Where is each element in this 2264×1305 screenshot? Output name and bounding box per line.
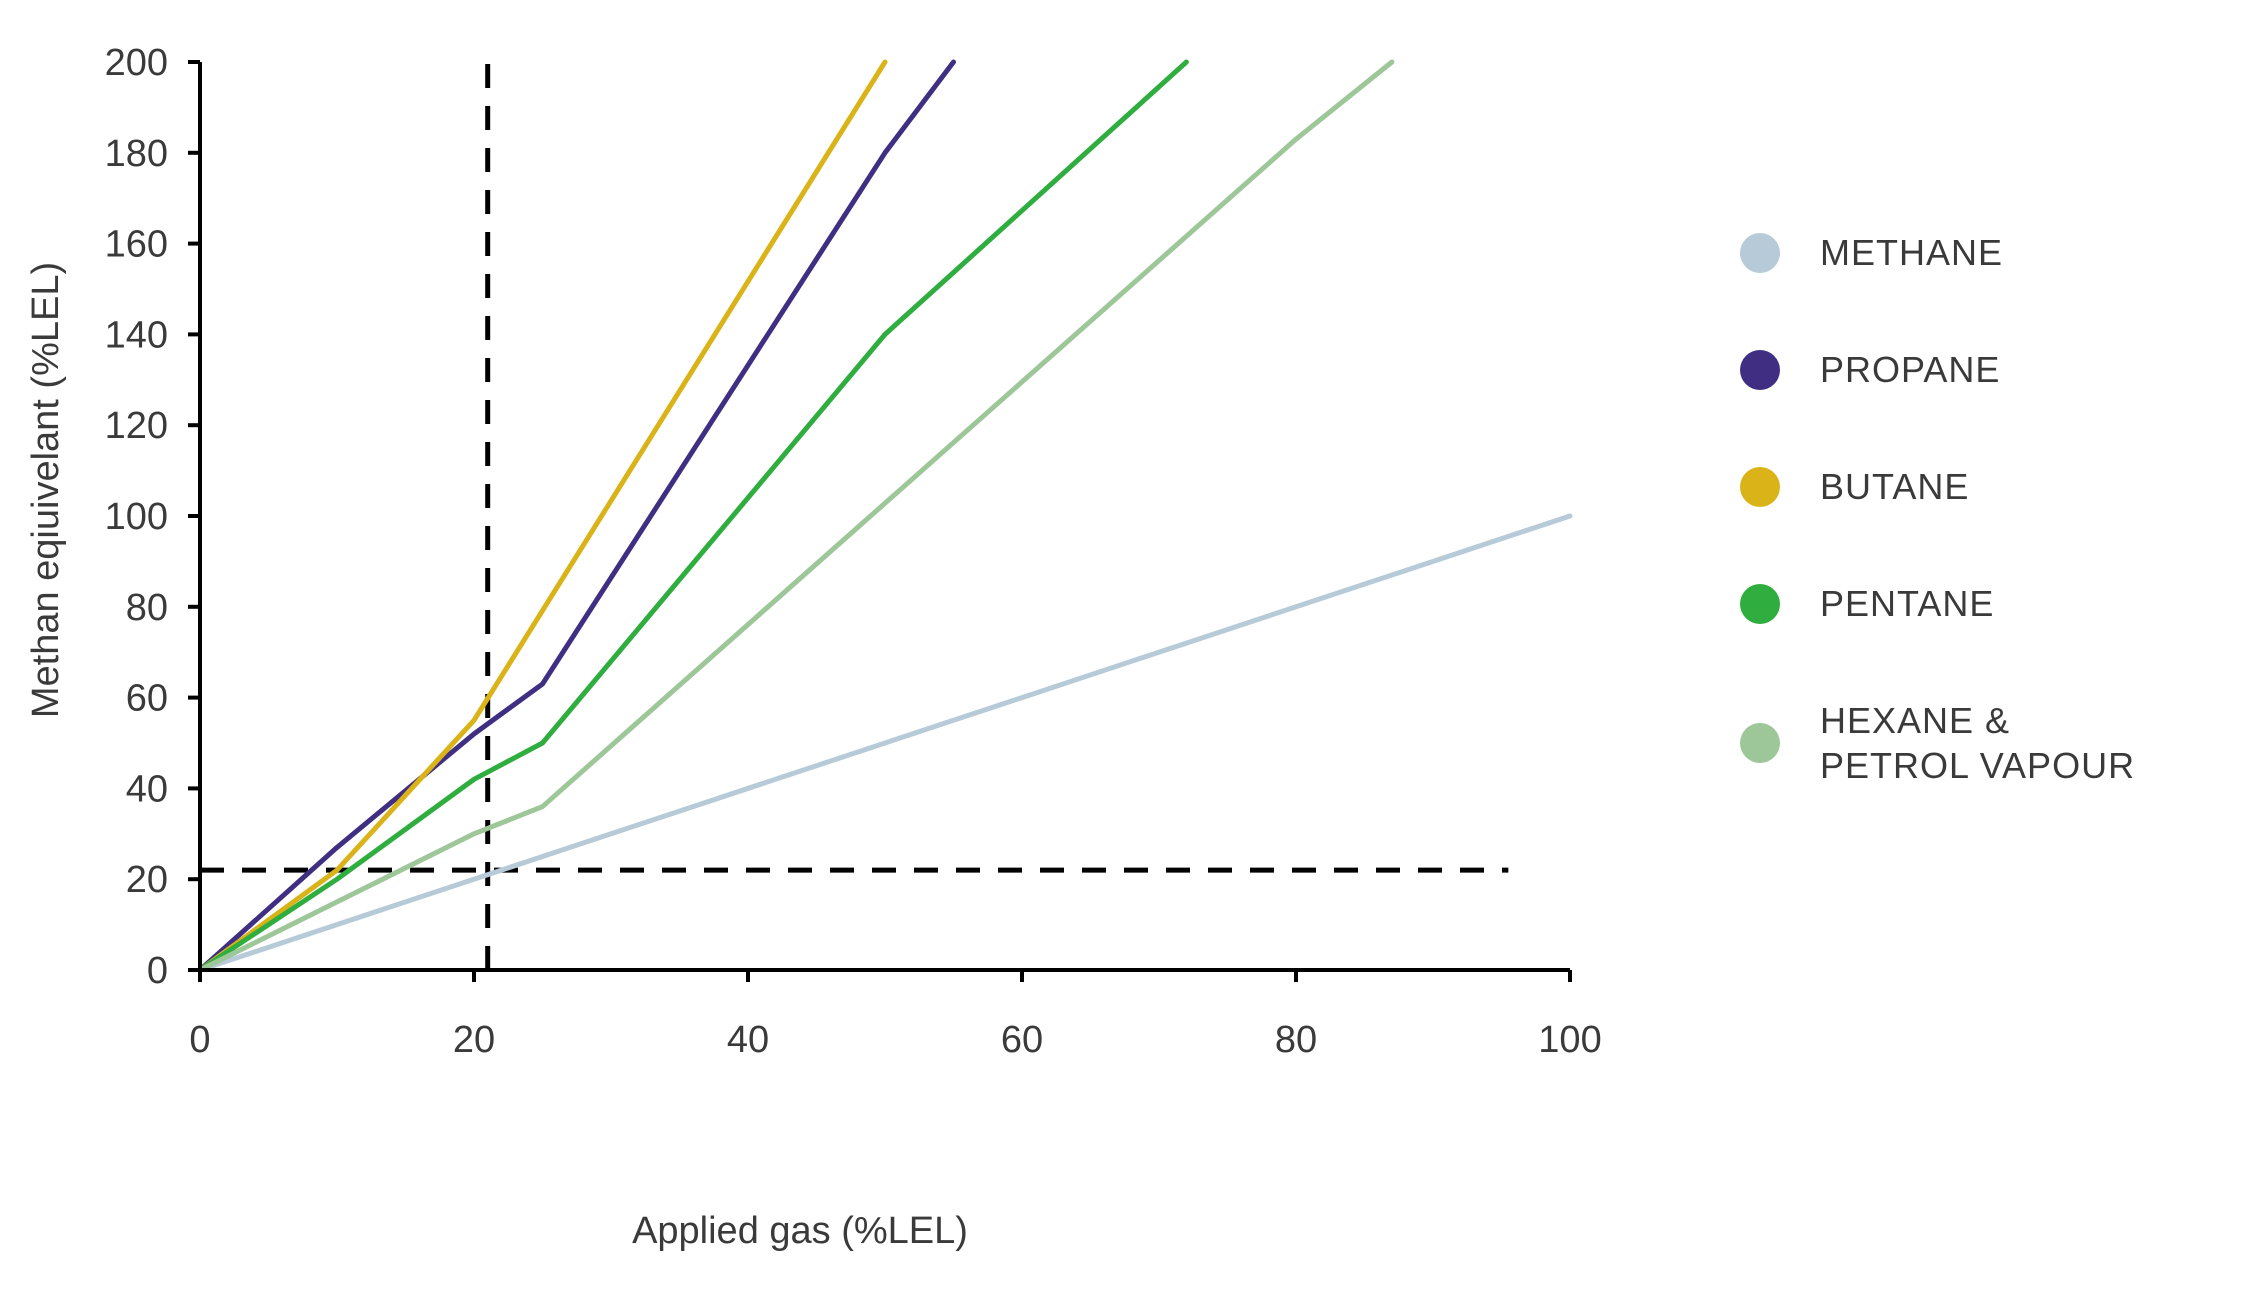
y-axis-label: Methan eqiuivelant (%LEL) [25,230,68,750]
y-tick-label: 160 [105,224,168,266]
y-tick-label: 100 [105,496,168,538]
legend-swatch [1740,233,1780,273]
legend-label: PROPANE [1820,347,2000,392]
legend-item: PROPANE [1740,347,2220,392]
legend: METHANE PROPANE BUTANE PENTANE HEXANE &PETRO… [1740,230,2220,860]
legend-item: METHANE [1740,230,2220,275]
y-tick-label: 40 [126,768,168,810]
y-tick-label: 80 [126,587,168,629]
legend-swatch [1740,723,1780,763]
legend-swatch [1740,584,1780,624]
y-tick-label: 200 [105,42,168,84]
y-tick-label: 180 [105,133,168,175]
y-tick-label: 20 [126,859,168,901]
x-tick-label: 0 [189,1019,210,1061]
x-tick-label: 40 [727,1019,769,1061]
x-tick-label: 80 [1275,1019,1317,1061]
y-tick-label: 140 [105,314,168,356]
legend-label: PENTANE [1820,581,1994,626]
chart-container: 020406080100020406080100120140160180200 … [0,0,2264,1305]
legend-label: HEXANE &PETROL VAPOUR [1820,698,2135,788]
x-tick-label: 20 [453,1019,495,1061]
legend-item: BUTANE [1740,464,2220,509]
legend-swatch [1740,467,1780,507]
y-tick-label: 0 [147,950,168,992]
legend-item: HEXANE &PETROL VAPOUR [1740,698,2220,788]
y-tick-label: 120 [105,405,168,447]
x-axis-label: Applied gas (%LEL) [500,1210,1100,1253]
legend-label: BUTANE [1820,464,1969,509]
legend-item: PENTANE [1740,581,2220,626]
x-tick-label: 100 [1538,1019,1601,1061]
x-tick-label: 60 [1001,1019,1043,1061]
y-tick-label: 60 [126,678,168,720]
legend-label: METHANE [1820,230,2003,275]
legend-swatch [1740,350,1780,390]
